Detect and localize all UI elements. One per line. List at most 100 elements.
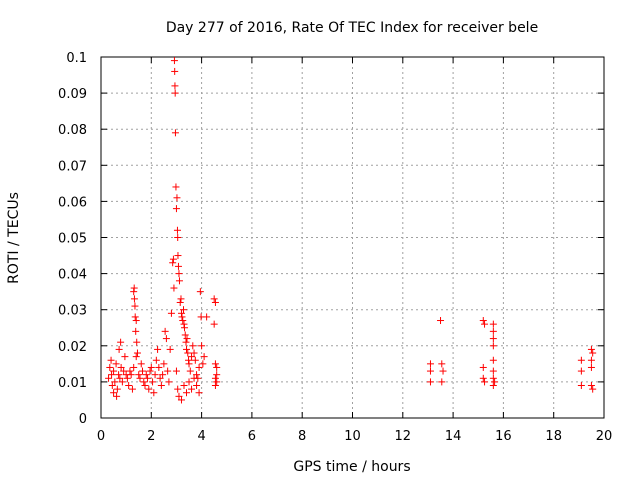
data-point	[186, 367, 194, 375]
data-point	[117, 363, 125, 371]
data-point	[166, 345, 174, 353]
data-point	[438, 360, 446, 368]
x-axis-label: GPS time / hours	[293, 459, 410, 475]
data-point	[489, 356, 497, 364]
data-point	[489, 320, 497, 328]
data-point	[577, 367, 585, 375]
y-tick-label: 0.09	[58, 87, 87, 102]
data-point	[172, 183, 180, 191]
data-point	[145, 385, 153, 393]
data-point	[439, 367, 447, 375]
data-point	[136, 374, 144, 382]
data-point	[152, 356, 160, 364]
data-point	[189, 342, 197, 350]
data-point	[196, 288, 204, 296]
data-point	[135, 371, 143, 379]
data-point	[489, 374, 497, 382]
data-point	[149, 378, 157, 386]
data-point	[118, 378, 126, 386]
data-point	[175, 392, 183, 400]
data-point	[141, 382, 149, 390]
data-point	[182, 338, 190, 346]
data-point	[174, 234, 182, 241]
data-point	[169, 259, 177, 267]
data-point	[110, 389, 118, 397]
data-point	[147, 363, 155, 371]
data-point	[213, 371, 221, 379]
data-point	[169, 255, 177, 263]
data-point	[426, 378, 434, 386]
data-point	[123, 374, 131, 382]
data-point	[172, 367, 180, 375]
data-point	[108, 371, 116, 379]
x-tick-label: 4	[197, 429, 205, 444]
data-point	[121, 353, 129, 361]
data-point	[177, 396, 185, 404]
data-point	[164, 367, 172, 375]
data-point	[191, 356, 199, 364]
data-point	[170, 284, 178, 292]
data-point	[180, 382, 188, 390]
data-point	[438, 378, 446, 386]
data-point	[156, 374, 164, 382]
data-point	[213, 363, 221, 371]
data-point	[172, 205, 180, 213]
data-point	[133, 338, 141, 346]
data-point	[171, 82, 179, 90]
data-point	[188, 385, 196, 393]
x-tick-label: 12	[395, 429, 412, 444]
data-point	[132, 327, 140, 335]
data-point	[193, 382, 201, 390]
data-point	[111, 378, 119, 386]
data-point	[130, 295, 138, 303]
data-point	[160, 360, 168, 368]
tick-labels: 0 2 4 6 8 10 12 14 16 18 20 0 0.01 0.02 0.03 0.04 0.05 0.…	[58, 51, 612, 444]
data-point	[115, 345, 123, 353]
data-point	[211, 360, 219, 368]
x-tick-label: 16	[495, 429, 512, 444]
data-point	[437, 317, 445, 325]
data-point	[180, 320, 188, 328]
data-point	[199, 360, 207, 368]
data-point	[130, 288, 138, 296]
data-point	[132, 353, 140, 361]
data-point	[173, 194, 181, 202]
y-tick-label: 0.1	[66, 51, 87, 66]
data-point	[174, 385, 182, 393]
data-point	[151, 371, 159, 379]
data-point	[183, 345, 191, 353]
data-point	[183, 335, 191, 343]
data-point	[116, 374, 124, 382]
data-point	[137, 360, 145, 368]
x-tick-label: 14	[445, 429, 462, 444]
y-tick-label: 0.01	[58, 376, 87, 391]
data-point	[190, 349, 198, 357]
data-point	[142, 371, 150, 379]
data-point	[159, 371, 167, 379]
data-point	[481, 320, 489, 328]
y-tick-label: 0.03	[58, 304, 87, 319]
y-axis-label: ROTI / TECUs	[6, 192, 22, 284]
data-point	[131, 302, 139, 310]
x-tick-label: 6	[248, 429, 256, 444]
data-point	[131, 313, 139, 321]
data-point	[171, 89, 179, 97]
data-point	[180, 324, 188, 332]
data-point	[125, 382, 133, 390]
y-tick-label: 0.05	[58, 232, 87, 247]
x-tick-label: 10	[344, 429, 361, 444]
data-point	[130, 284, 138, 292]
data-point	[190, 374, 198, 382]
data-point	[489, 327, 497, 335]
data-point	[165, 378, 173, 386]
data-point	[154, 345, 162, 353]
data-point	[181, 331, 189, 339]
data-point	[146, 367, 154, 375]
data-point	[157, 382, 165, 390]
data-point	[188, 353, 196, 361]
data-point	[589, 349, 597, 357]
data-point	[426, 360, 434, 368]
data-point	[489, 342, 497, 350]
x-tick-label: 20	[596, 429, 613, 444]
grid-lines	[101, 57, 604, 418]
